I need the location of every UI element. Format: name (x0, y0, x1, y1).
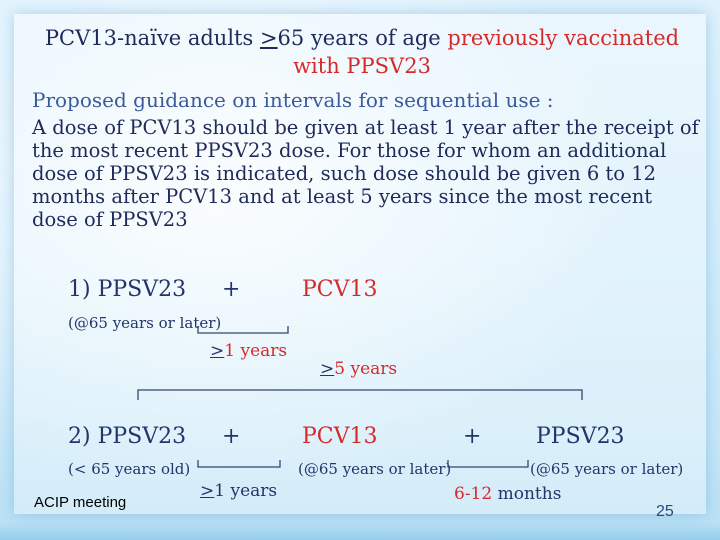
decorative-bottom-band (0, 522, 720, 540)
footer-label: ACIP meeting (34, 494, 127, 511)
guidance-heading: Proposed guidance on intervals for seque… (32, 88, 554, 112)
scheme2-note3: (@65 years or later) (530, 460, 684, 478)
scheme1-bracket-1yr (197, 326, 289, 334)
scheme1-bracket-5yr (137, 389, 583, 400)
scheme2-interval1-value: 1 years (214, 481, 278, 501)
scheme1-interval1: >1 years (210, 341, 287, 361)
scheme2-interval2-unit: months (492, 484, 562, 504)
page-number: 25 (656, 503, 674, 520)
guidance-body: A dose of PCV13 should be given at least… (32, 116, 699, 231)
scheme1-interval2-value: 5 years (334, 359, 398, 379)
scheme2-step1: 2) PPSV23 (68, 424, 187, 449)
scheme1-interval1-value: 1 years (224, 341, 288, 361)
scheme2-bracket-1yr (197, 460, 281, 468)
content-frame (14, 14, 706, 514)
scheme1-step1: 1) PPSV23 (68, 277, 187, 302)
slide-title: PCV13-naïve adults >65 years of age prev… (32, 24, 692, 80)
scheme2-interval1-symbol: > (200, 481, 215, 501)
scheme1-plus: + (222, 277, 241, 302)
scheme1-interval2-symbol: > (320, 359, 335, 379)
scheme1-step2: PCV13 (302, 277, 378, 302)
title-part2: 65 years of age (277, 26, 448, 50)
scheme2-bracket-6-12 (447, 460, 529, 468)
scheme2-note1: (< 65 years old) (68, 460, 191, 478)
scheme2-note2: (@65 years or later) (298, 460, 452, 478)
title-part1: PCV13-naïve adults (44, 26, 260, 50)
scheme2-interval2: 6-12 months (454, 484, 561, 504)
title-part3: previously vaccinated with PPSV23 (293, 26, 680, 78)
scheme2-plus2: + (463, 424, 482, 449)
scheme1-interval2: >5 years (320, 359, 397, 379)
scheme2-plus1: + (222, 424, 241, 449)
ge-symbol: > (259, 26, 278, 50)
scheme2-step2: PCV13 (302, 424, 378, 449)
scheme1-interval1-symbol: > (210, 341, 225, 361)
scheme2-step3: PPSV23 (536, 424, 625, 449)
scheme2-interval1: >1 years (200, 481, 277, 501)
scheme2-interval2-value: 6-12 (454, 484, 493, 504)
scheme1-note1: (@65 years or later) (68, 314, 222, 332)
